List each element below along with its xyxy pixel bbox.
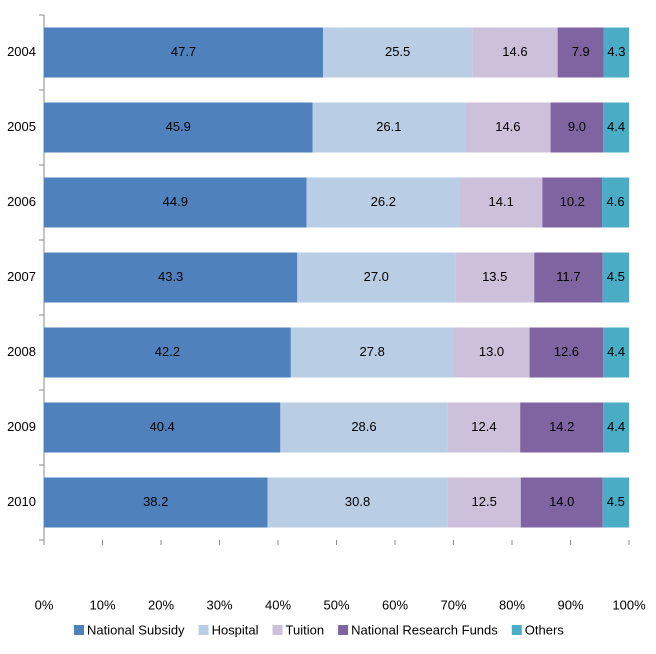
bar-segment [44,252,298,303]
bar-segment [44,402,281,453]
bar-segment [534,252,603,303]
legend-swatch [198,625,209,635]
x-tick-label: 90% [557,597,583,612]
data-label: 4.6 [607,194,625,209]
x-tick-label: 30% [206,597,232,612]
legend-swatch [338,625,349,635]
legend-label: Others [525,622,565,637]
x-tick-label: 50% [323,597,349,612]
data-label: 13.5 [482,269,507,284]
bar-segment [602,477,629,528]
data-label: 14.0 [549,494,574,509]
bar-segment [529,327,604,378]
data-label: 43.3 [158,269,183,284]
data-label: 45.9 [166,119,191,134]
bar-segment [447,477,521,528]
data-label: 14.6 [502,44,527,59]
legend-swatch [511,625,522,635]
legend-swatch [74,625,84,635]
x-tick-label: 70% [440,597,466,612]
bar-segment [465,102,551,153]
data-label: 4.5 [607,269,625,284]
bar-segment [44,27,324,78]
data-label: 28.6 [351,419,376,434]
bar-segment [323,27,473,78]
bar-segment [447,402,521,453]
bar-segment [453,327,530,378]
data-label: 10.2 [560,194,585,209]
y-tick-label: 2008 [7,344,36,359]
x-tick-label: 80% [499,597,525,612]
data-label: 14.1 [489,194,514,209]
bar-segment [44,177,307,228]
data-label: 4.4 [607,344,625,359]
data-label: 4.3 [607,44,625,59]
data-label: 12.5 [472,494,497,509]
bar-segment [44,102,313,153]
bar-segment [267,477,448,528]
x-tick-label: 100% [612,597,646,612]
data-label: 47.7 [171,44,196,59]
legend-label: National Research Funds [351,622,498,637]
bar-segment [459,177,543,228]
data-label: 14.6 [495,119,520,134]
bar-segment [603,402,629,453]
data-label: 27.8 [360,344,385,359]
bar-segment [472,27,558,78]
data-label: 9.0 [568,119,586,134]
data-label: 14.2 [549,419,574,434]
data-label: 12.4 [471,419,496,434]
y-tick-label: 2004 [7,44,36,59]
y-tick-label: 2007 [7,269,36,284]
bar-segment [603,102,629,153]
bar-segment [44,327,291,378]
data-label: 30.8 [345,494,370,509]
data-label: 27.0 [364,269,389,284]
bar-segment [602,252,629,303]
bar-segment [602,177,629,228]
bar-segment [520,477,603,528]
bar-segment [455,252,535,303]
data-label: 40.4 [150,419,175,434]
bar-segment [280,402,448,453]
x-tick-label: 60% [382,597,408,612]
x-tick-label: 0% [35,597,54,612]
data-label: 11.7 [556,269,580,284]
data-label: 7.9 [572,44,590,59]
data-label: 12.6 [554,344,579,359]
x-tick-label: 20% [148,597,174,612]
bar-segment [542,177,603,228]
data-label: 42.2 [155,344,180,359]
legend-label: Tuition [286,622,325,637]
y-tick-label: 2006 [7,194,36,209]
bar-segment [306,177,460,228]
data-label: 4.4 [607,419,625,434]
bar-segment [550,102,604,153]
bar-segment [520,402,604,453]
bar-segment [44,477,268,528]
y-tick-label: 2010 [7,494,36,509]
legend-label: National Subsidy [87,622,185,637]
bar-segment [603,327,629,378]
data-label: 4.5 [607,494,625,509]
data-label: 44.9 [163,194,188,209]
legend-label: Hospital [212,622,259,637]
data-label: 25.5 [385,44,410,59]
bar-segment [297,252,456,303]
data-label: 4.4 [607,119,625,134]
bar-segment [557,27,604,78]
y-tick-label: 2005 [7,119,36,134]
x-tick-label: 10% [89,597,115,612]
bar-segment [603,27,629,78]
data-label: 26.2 [371,194,396,209]
bar-segment [290,327,454,378]
data-label: 26.1 [376,119,401,134]
legend-swatch [272,625,283,635]
x-tick-label: 40% [265,597,291,612]
y-tick-label: 2009 [7,419,36,434]
data-label: 13.0 [479,344,504,359]
data-label: 38.2 [143,494,168,509]
bar-segment [312,102,466,153]
